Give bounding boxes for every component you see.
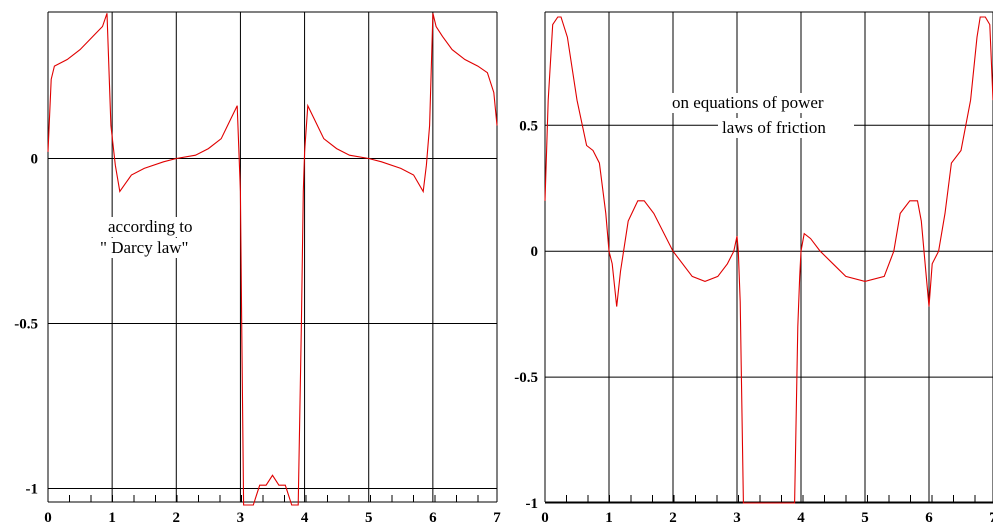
- annotation-bg: [96, 238, 200, 258]
- annotation-text: " Darcy law": [100, 238, 188, 257]
- x-tick-label: 4: [301, 510, 309, 526]
- annotation-bg: [668, 93, 852, 113]
- x-tick-label: 2: [173, 510, 181, 526]
- y-tick-label: -0.5: [514, 370, 538, 386]
- x-tick-label: 6: [925, 510, 933, 526]
- y-tick-label: 0.5: [519, 118, 538, 134]
- y-tick-label: 0: [31, 152, 39, 168]
- y-tick-label: -0.5: [14, 317, 38, 333]
- x-tick-label: 7: [989, 510, 993, 526]
- x-tick-label: 1: [605, 510, 613, 526]
- x-tick-label: 5: [861, 510, 869, 526]
- x-tick-label: 4: [797, 510, 805, 526]
- annotation-text: on equations of power: [672, 93, 824, 112]
- x-tick-label: 7: [493, 510, 501, 526]
- x-tick-label: 1: [108, 510, 116, 526]
- x-tick-label: 6: [429, 510, 437, 526]
- y-tick-label: -1: [526, 496, 539, 512]
- x-tick-label: 3: [237, 510, 245, 526]
- annotation-bg: [104, 217, 208, 237]
- x-tick-label: 0: [541, 510, 549, 526]
- x-tick-label: 2: [669, 510, 677, 526]
- annotation-text: laws of friction: [722, 118, 826, 137]
- chart-panel-1: 0 1 2 3 4 5 6 7 0 -0.5 -1 according to " Darcy law": [14, 11, 501, 526]
- annotation-text: according to: [108, 217, 193, 236]
- series-line: [544, 16, 993, 504]
- chart-panel-2: 0 1 2 3 4 5 6 7 0.5 0 -0.5 -1 on equations of power l…: [514, 11, 993, 526]
- x-tick-label: 0: [44, 510, 52, 526]
- annotation-bg: [718, 118, 854, 138]
- y-tick-label: -1: [26, 482, 39, 498]
- y-tick-label: 0: [531, 244, 539, 260]
- x-tick-label: 3: [733, 510, 741, 526]
- x-tick-label: 5: [365, 510, 373, 526]
- series-line: [47, 13, 498, 506]
